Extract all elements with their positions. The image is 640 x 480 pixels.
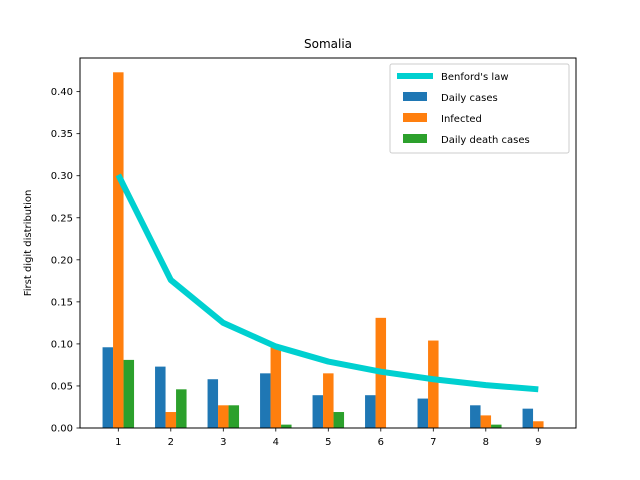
bar-infected-4 [270,347,282,428]
y-tick-label: 0.30 [51,171,73,182]
x-axis: 1 2 3 4 5 6 7 8 9 [115,428,541,448]
bar-infected-2 [165,412,177,428]
bar-infected-8 [480,415,492,428]
legend-swatch-daily-cases [403,92,427,101]
y-tick-label: 0.15 [51,297,73,308]
legend-label-infected: Infected [441,114,482,125]
bar-infected-9 [533,421,544,428]
bar-infected-1 [113,72,124,429]
legend-label-line: Benford's law [441,72,509,83]
legend-box [389,63,570,154]
x-tick-label: 4 [273,437,279,448]
y-axis: 0.00 0.05 0.10 0.15 0.20 0.25 0.30 0.35 0.40 [51,87,80,435]
y-tick-label: 0.05 [51,381,73,392]
x-tick-label: 8 [483,437,489,448]
x-tick-label: 5 [325,437,331,448]
bar-daily-cases-9 [522,408,534,428]
bar-daily-cases-7 [417,398,429,428]
x-tick-label: 3 [220,437,226,448]
bar-daily-cases-8 [470,405,481,428]
legend-swatch-daily-death-cases [403,134,427,143]
x-tick-label: 1 [115,437,121,448]
legend: Benford's law Daily cases Infected Daily… [389,63,570,154]
bar-infected-3 [218,405,229,428]
x-tick-label: 9 [535,437,541,448]
bar-daily-cases-3 [207,379,219,428]
y-tick-label: 0.35 [51,129,73,140]
bar-daily-death-cases-5 [333,412,345,428]
bar-daily-death-cases-8 [491,424,502,428]
y-tick-label: 0.20 [51,255,73,266]
legend-label-daily-death-cases: Daily death cases [441,135,530,146]
y-tick-label: 0.10 [51,339,73,350]
bar-daily-death-cases-3 [228,405,240,428]
bar-daily-death-cases-1 [123,359,135,428]
x-tick-label: 7 [430,437,436,448]
legend-swatch-infected [403,113,427,122]
bar-daily-cases-1 [102,347,114,428]
bar-infected-7 [428,340,439,428]
bar-infected-5 [323,373,334,428]
bar-daily-cases-2 [155,366,166,428]
bar-daily-cases-4 [260,373,271,428]
line-layer [115,173,539,393]
benford-line [115,173,539,393]
x-tick-label: 6 [378,437,384,448]
x-tick-label: 2 [168,437,174,448]
chart-title: Somalia [304,37,352,51]
bar-daily-cases-6 [365,395,376,428]
bar-daily-death-cases-2 [176,389,187,428]
bar-daily-death-cases-4 [281,424,292,428]
y-tick-label: 0.40 [51,87,73,98]
y-axis-label: First digit distribution [23,190,34,297]
bar-daily-cases-5 [312,395,324,428]
y-tick-label: 0.25 [51,213,73,224]
y-tick-label: 0.00 [51,424,73,435]
legend-label-daily-cases: Daily cases [441,93,498,104]
